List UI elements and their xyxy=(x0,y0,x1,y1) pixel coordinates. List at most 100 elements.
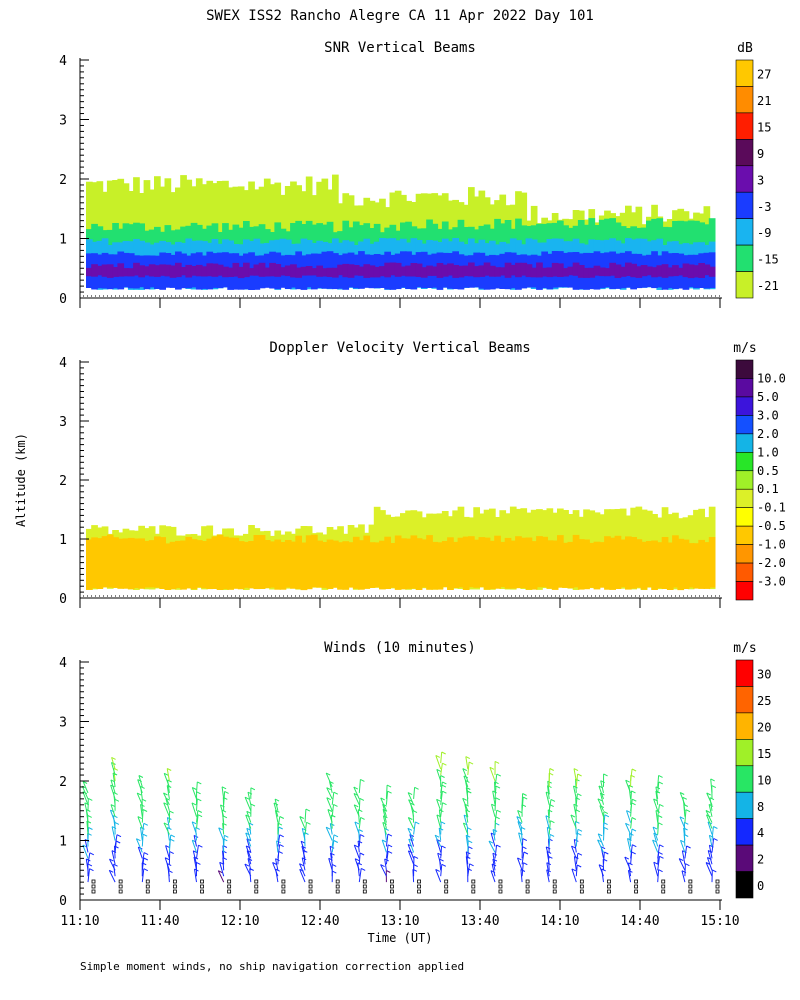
wind-barb xyxy=(385,851,389,865)
x-axis-label: Time (UT) xyxy=(367,931,432,945)
winds-colorbar-label: 20 xyxy=(757,720,771,734)
velocity-cell xyxy=(169,541,177,590)
wind-barb xyxy=(111,762,116,776)
wind-barb xyxy=(196,845,199,859)
wind-profile xyxy=(191,781,204,894)
winds-colorbar-label: 0 xyxy=(757,879,764,893)
snr-cell xyxy=(253,264,261,276)
surface-marker xyxy=(661,889,666,894)
wind-barb-flag xyxy=(140,785,145,789)
velocity-cell xyxy=(373,542,381,588)
wind-barb xyxy=(192,850,197,865)
wind-profile xyxy=(353,778,367,894)
surface-marker xyxy=(525,884,530,889)
snr-cell xyxy=(609,262,616,276)
winds-colorbar-swatch xyxy=(735,765,754,793)
surface-marker xyxy=(254,884,259,889)
wind-barb-flag xyxy=(196,791,201,795)
surface-marker xyxy=(335,884,340,889)
wind-barb-flag xyxy=(88,827,93,830)
wind-barb-flag xyxy=(329,845,335,849)
snr-cell xyxy=(279,267,287,276)
wind-profile xyxy=(570,768,584,894)
velocity-y-tick-label: 1 xyxy=(59,533,67,548)
wind-barb-flag xyxy=(354,858,360,862)
wind-barb xyxy=(354,821,360,835)
wind-barb-flag xyxy=(597,798,603,802)
velocity-colorbar-label: 5.0 xyxy=(757,390,779,404)
wind-barb-flag xyxy=(275,858,280,862)
surface-marker xyxy=(498,879,503,884)
wind-barb xyxy=(358,852,361,865)
velocity-cell xyxy=(389,543,397,588)
wind-profile xyxy=(545,768,557,894)
velocity-cell xyxy=(420,539,428,588)
wind-barb xyxy=(219,862,225,877)
velocity-cell xyxy=(269,541,276,588)
snr-cell xyxy=(431,266,439,276)
wind-barb-flag xyxy=(522,793,527,796)
winds-colorbar-swatch xyxy=(735,739,754,767)
velocity-colorbar-label: 10.0 xyxy=(757,371,786,385)
surface-marker xyxy=(634,884,639,889)
velocity-colorbar-swatch xyxy=(735,378,754,398)
snr-cell xyxy=(117,263,125,277)
snr-cell xyxy=(91,264,98,277)
velocity-cell xyxy=(640,541,648,590)
velocity-cell xyxy=(562,542,569,588)
snr-colorbar-label: 9 xyxy=(757,147,764,161)
velocity-cell xyxy=(195,540,203,588)
wind-barb xyxy=(382,815,387,829)
wind-barb xyxy=(84,802,89,817)
snr-cell xyxy=(216,264,224,276)
wind-barb xyxy=(408,799,415,812)
velocity-panel: Doppler Velocity Vertical Beams 0 1 2 3 4 m/… xyxy=(59,340,786,608)
wind-barb xyxy=(272,862,279,877)
wind-barb-flag xyxy=(325,826,331,830)
velocity-cell xyxy=(148,540,156,588)
velocity-cell xyxy=(368,542,376,588)
surface-marker xyxy=(91,884,96,889)
snr-colorbar-label: 15 xyxy=(757,120,771,134)
wind-barb xyxy=(381,839,387,853)
velocity-cell xyxy=(86,539,93,590)
snr-y-tick-label: 3 xyxy=(59,114,67,129)
snr-cell xyxy=(447,263,454,276)
velocity-colorbar-swatch xyxy=(735,581,754,601)
x-tick-label: 13:10 xyxy=(380,914,419,929)
velocity-cell xyxy=(661,537,669,589)
wind-barb-flag xyxy=(353,786,359,790)
velocity-cell xyxy=(478,537,486,588)
wind-barb-flag xyxy=(469,863,474,867)
wind-barb xyxy=(575,773,579,787)
snr-cell xyxy=(148,264,156,277)
wind-barb xyxy=(407,792,415,806)
snr-cell xyxy=(337,264,344,276)
snr-cell xyxy=(222,266,229,278)
wind-barb-flag xyxy=(705,810,711,813)
wind-barb-flag xyxy=(598,864,604,868)
wind-barb-flag xyxy=(196,861,201,865)
snr-cell xyxy=(305,266,313,276)
wind-barb xyxy=(570,814,577,829)
snr-cell xyxy=(420,267,428,278)
surface-marker xyxy=(362,889,367,894)
velocity-cell xyxy=(677,538,685,591)
snr-colorbar-label: -9 xyxy=(757,226,771,240)
velocity-cell xyxy=(577,539,585,590)
footnote: Simple moment winds, no ship navigation … xyxy=(80,960,464,973)
velocity-cell xyxy=(619,539,627,588)
wind-barb xyxy=(82,781,89,794)
wind-barb xyxy=(463,775,469,788)
wind-barb xyxy=(84,839,89,853)
wind-barb xyxy=(407,850,415,865)
winds-colorbar-swatch xyxy=(735,871,754,899)
wind-barb xyxy=(440,864,443,877)
snr-cell xyxy=(468,262,475,277)
wind-barb-flag xyxy=(604,814,610,818)
wind-barb xyxy=(358,817,362,829)
wind-barb xyxy=(545,791,550,805)
wind-barb xyxy=(494,845,498,859)
wind-barb xyxy=(464,804,469,817)
surface-marker xyxy=(362,879,367,884)
